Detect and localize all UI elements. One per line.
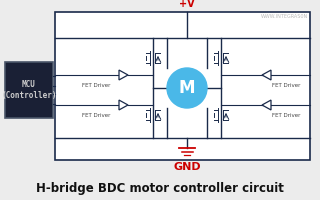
Text: WWW.INTEGRAS0N: WWW.INTEGRAS0N	[261, 14, 308, 19]
Text: FET Driver: FET Driver	[82, 83, 111, 88]
Text: FET Driver: FET Driver	[272, 113, 300, 118]
Bar	[5, 62, 53, 118]
Circle shape	[167, 68, 207, 108]
Text: M: M	[179, 79, 195, 97]
Text: MCU
(Controller): MCU (Controller)	[1, 80, 57, 100]
Bar	[55, 12, 310, 160]
Text: +V: +V	[179, 0, 195, 9]
Polygon shape	[119, 100, 128, 110]
Text: GND: GND	[173, 162, 201, 172]
Polygon shape	[119, 70, 128, 80]
Polygon shape	[262, 70, 271, 80]
Text: H-bridge BDC motor controller circuit: H-bridge BDC motor controller circuit	[36, 182, 284, 195]
Polygon shape	[262, 100, 271, 110]
Text: FET Driver: FET Driver	[82, 113, 111, 118]
Text: FET Driver: FET Driver	[272, 83, 300, 88]
